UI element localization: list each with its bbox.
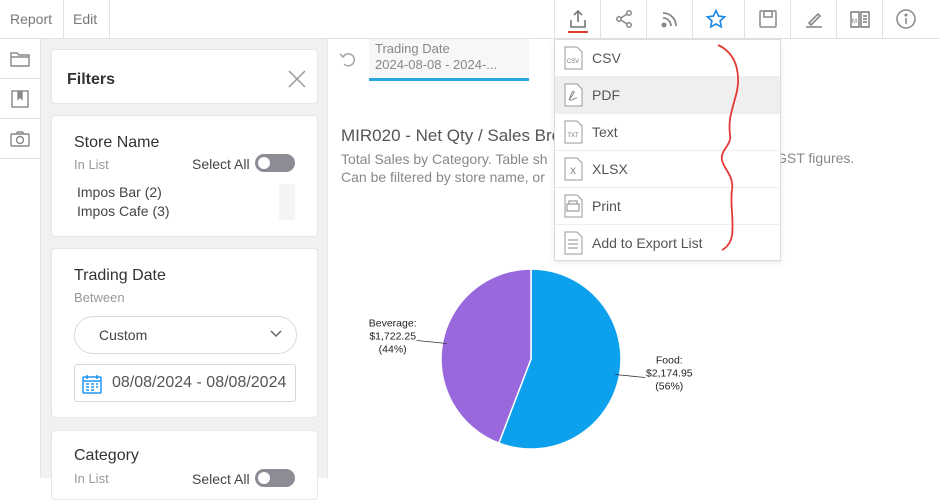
- filters-header: Filters: [51, 49, 318, 104]
- date-range-input[interactable]: 08/08/2024 - 08/08/2024: [74, 364, 296, 402]
- export-list-icon: [564, 231, 583, 255]
- export-menu-item-text[interactable]: TXT Text: [555, 114, 780, 151]
- filter-operator: Between: [74, 290, 125, 305]
- export-menu-item-add-to-export-list[interactable]: Add to Export List: [555, 225, 780, 262]
- snapshot-button[interactable]: [0, 119, 40, 159]
- pdf-icon: [564, 83, 583, 107]
- report-canvas: Trading Date 2024-08-08 - 2024-... MIR02…: [328, 39, 940, 478]
- share-icon: [615, 10, 632, 28]
- export-menu-item-pdf[interactable]: PDF: [555, 77, 780, 114]
- filter-operator: In List: [74, 471, 109, 486]
- save-button[interactable]: [744, 0, 790, 38]
- pie-label-percent: (56%): [655, 381, 683, 393]
- export-menu-label: Add to Export List: [592, 235, 703, 251]
- date-mode-select[interactable]: Custom: [74, 316, 297, 354]
- export-menu-label: Print: [592, 198, 621, 214]
- export-menu-item-xlsx[interactable]: X XLSX: [555, 151, 780, 188]
- category-filter: Category In List Select All: [51, 430, 318, 500]
- close-icon[interactable]: [287, 69, 307, 89]
- trading-date-filter: Trading Date Between Custom 08/08/2024 -…: [51, 248, 318, 418]
- store-name-filter: Store Name In List Select All Impos Bar …: [51, 115, 318, 237]
- menu-divider: [63, 0, 64, 38]
- list-scrollbar[interactable]: [279, 184, 295, 220]
- report-description: Total Sales by Category. Table sh: [341, 151, 548, 167]
- file-badge: X: [570, 166, 576, 176]
- export-icon: [569, 9, 586, 28]
- export-button[interactable]: [554, 0, 600, 38]
- filter-title: Category: [74, 447, 139, 464]
- print-icon: [564, 194, 583, 218]
- rss-icon: [661, 12, 677, 28]
- export-menu: CSV CSV PDF TXT Text X XLSX Print Add to Export …: [554, 39, 781, 262]
- report-menu[interactable]: Report: [10, 11, 53, 27]
- report-description-line2: Can be filtered by store name, or: [341, 169, 545, 185]
- select-all-toggle[interactable]: [255, 154, 295, 172]
- sign-button[interactable]: [790, 0, 836, 38]
- select-all-label: Select All: [192, 471, 250, 487]
- edit-menu[interactable]: Edit: [73, 11, 98, 27]
- export-menu-item-print[interactable]: Print: [555, 188, 780, 225]
- report-description-end: GST figures.: [776, 150, 855, 166]
- favorite-button[interactable]: [692, 0, 738, 38]
- pie-label-value: $2,174.95: [646, 368, 693, 380]
- file-badge: CSV: [567, 59, 579, 65]
- date-range-value: 08/08/2024 - 08/08/2024: [112, 374, 287, 391]
- sign-icon: [805, 12, 822, 28]
- filter-title: Trading Date: [74, 267, 166, 284]
- filter-operator: In List: [74, 157, 109, 172]
- txt-icon: TXT: [564, 120, 583, 144]
- magazine-button[interactable]: M: [836, 0, 882, 38]
- bookmark-button[interactable]: [0, 79, 40, 119]
- export-menu-label: Text: [592, 124, 618, 140]
- pie-label-category: Food:: [656, 355, 683, 367]
- filters-title: Filters: [67, 71, 116, 88]
- export-menu-label: XLSX: [592, 161, 628, 177]
- camera-icon: [10, 130, 30, 147]
- chevron-down-icon: [270, 330, 282, 338]
- star-icon: [705, 8, 726, 29]
- save-icon: [758, 10, 777, 28]
- date-mode-value: Custom: [99, 327, 148, 343]
- file-badge: TXT: [567, 133, 579, 139]
- xlsx-icon: X: [564, 157, 583, 181]
- rss-button[interactable]: [646, 0, 692, 38]
- top-bar: Report Edit M: [0, 0, 940, 39]
- filters-pane: Filters Store Name In List Select All Im…: [41, 39, 328, 500]
- tab-value: 2024-08-08 - 2024-...: [375, 57, 498, 72]
- export-menu-item-csv[interactable]: CSV CSV: [555, 40, 780, 77]
- filter-title: Store Name: [74, 134, 160, 151]
- list-item[interactable]: Impos Bar (2): [77, 184, 162, 200]
- list-item[interactable]: Impos Cafe (3): [77, 203, 170, 219]
- magazine-icon: M: [849, 11, 870, 28]
- csv-icon: CSV: [564, 46, 583, 70]
- sales-pie-chart: Food:$2,174.95(56%) Beverage:$1,722.25(44…: [369, 268, 693, 450]
- pie-leader-line: [615, 374, 646, 378]
- trading-date-tab[interactable]: Trading Date 2024-08-08 - 2024-...: [369, 39, 529, 81]
- pie-leader-line: [416, 340, 447, 344]
- svg-text:M: M: [852, 19, 857, 25]
- pie-label-percent: (44%): [379, 343, 407, 355]
- pie-label-category: Beverage:: [369, 317, 417, 329]
- undo-icon[interactable]: [338, 49, 358, 69]
- calendar-icon: [82, 375, 102, 394]
- tab-label: Trading Date: [375, 41, 450, 56]
- share-button[interactable]: [600, 0, 646, 38]
- export-menu-label: PDF: [592, 87, 620, 103]
- select-all-label: Select All: [192, 156, 250, 172]
- pie-label-value: $1,722.25: [369, 330, 416, 342]
- info-icon: [895, 9, 916, 29]
- folder-button[interactable]: [0, 39, 40, 79]
- bookmark-icon: [11, 89, 29, 108]
- left-rail: [0, 39, 41, 478]
- select-all-toggle[interactable]: [255, 469, 295, 487]
- folder-icon: [10, 51, 30, 67]
- export-menu-label: CSV: [592, 50, 621, 66]
- report-title: MIR020 - Net Qty / Sales Bre: [341, 126, 562, 145]
- menu-divider: [109, 0, 110, 38]
- info-button[interactable]: [882, 0, 928, 38]
